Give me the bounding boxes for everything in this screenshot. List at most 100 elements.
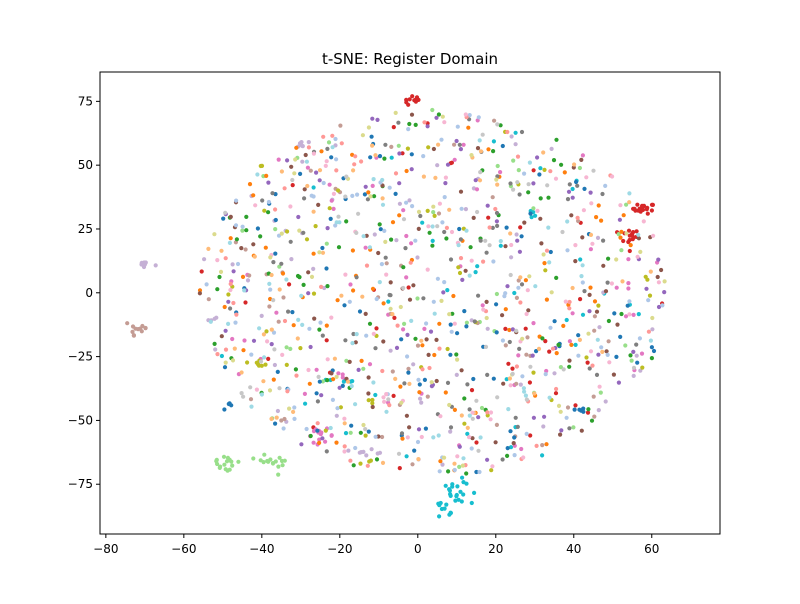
series-group bbox=[214, 107, 634, 477]
data-point bbox=[241, 348, 246, 353]
data-point bbox=[139, 262, 144, 267]
data-point bbox=[364, 333, 369, 338]
data-point bbox=[387, 292, 392, 298]
data-point bbox=[244, 228, 249, 233]
series-group bbox=[212, 110, 667, 468]
data-point bbox=[408, 260, 413, 265]
data-point bbox=[616, 380, 622, 385]
data-point bbox=[542, 261, 547, 266]
data-point bbox=[269, 342, 274, 347]
data-point bbox=[339, 141, 344, 146]
data-point bbox=[387, 185, 392, 190]
data-point bbox=[262, 208, 267, 213]
data-point bbox=[396, 120, 401, 125]
data-point bbox=[656, 304, 662, 310]
data-point bbox=[266, 210, 271, 215]
data-point bbox=[540, 453, 545, 458]
data-point bbox=[638, 249, 643, 254]
data-point bbox=[609, 281, 615, 286]
data-point bbox=[575, 183, 580, 188]
data-point bbox=[465, 425, 470, 430]
data-point bbox=[488, 410, 494, 415]
data-point bbox=[445, 162, 451, 167]
data-point bbox=[565, 405, 571, 410]
data-point bbox=[254, 360, 259, 365]
data-point bbox=[539, 241, 544, 246]
data-point bbox=[503, 326, 508, 331]
data-point bbox=[458, 189, 464, 194]
data-point bbox=[419, 338, 424, 343]
data-point bbox=[284, 362, 289, 367]
data-point bbox=[388, 348, 393, 353]
data-point bbox=[545, 183, 550, 188]
data-point bbox=[334, 220, 339, 225]
data-point bbox=[564, 317, 569, 323]
data-point bbox=[461, 142, 466, 147]
data-point bbox=[565, 219, 570, 224]
data-point bbox=[530, 353, 535, 358]
data-point bbox=[484, 299, 489, 304]
data-point bbox=[406, 285, 411, 290]
data-point bbox=[487, 243, 492, 248]
data-point bbox=[490, 195, 495, 200]
data-point bbox=[586, 331, 591, 336]
data-point bbox=[287, 406, 292, 411]
data-point bbox=[441, 290, 446, 295]
data-point bbox=[266, 356, 271, 361]
data-point bbox=[315, 421, 320, 426]
data-point bbox=[516, 278, 521, 283]
data-point bbox=[410, 462, 415, 467]
data-point bbox=[540, 443, 545, 448]
data-point bbox=[404, 454, 409, 459]
data-point bbox=[358, 430, 363, 435]
data-point bbox=[485, 457, 490, 462]
data-point bbox=[473, 178, 478, 183]
data-point bbox=[214, 315, 219, 320]
data-point bbox=[354, 275, 359, 280]
data-point bbox=[594, 372, 600, 377]
data-point bbox=[606, 256, 611, 261]
data-point bbox=[289, 257, 294, 262]
data-point bbox=[234, 312, 239, 317]
data-point bbox=[617, 217, 623, 222]
data-point bbox=[445, 380, 451, 385]
data-point bbox=[606, 339, 611, 344]
data-point bbox=[636, 312, 641, 317]
data-point bbox=[590, 241, 595, 246]
data-point bbox=[421, 296, 426, 301]
data-point bbox=[434, 337, 439, 342]
data-point bbox=[569, 342, 574, 347]
data-point bbox=[212, 232, 217, 237]
data-point bbox=[318, 320, 323, 325]
data-point bbox=[273, 251, 278, 256]
data-point bbox=[485, 326, 490, 331]
data-point bbox=[358, 461, 363, 466]
data-point bbox=[446, 469, 451, 474]
data-point bbox=[588, 285, 593, 290]
data-point bbox=[503, 244, 508, 249]
data-point bbox=[239, 391, 244, 396]
data-point bbox=[437, 201, 442, 206]
data-point bbox=[214, 457, 219, 462]
data-point bbox=[243, 247, 248, 252]
data-point bbox=[660, 303, 665, 308]
data-point bbox=[225, 468, 230, 473]
data-point bbox=[273, 207, 278, 212]
data-point bbox=[586, 407, 591, 412]
data-point bbox=[448, 492, 453, 497]
data-point bbox=[414, 95, 420, 100]
data-point bbox=[228, 214, 233, 219]
data-point bbox=[407, 97, 412, 102]
data-point bbox=[435, 276, 440, 281]
data-point bbox=[525, 335, 530, 340]
data-point bbox=[649, 356, 655, 361]
data-point bbox=[527, 380, 533, 385]
data-point bbox=[600, 191, 605, 197]
data-point bbox=[514, 364, 520, 369]
x-tick-label: 60 bbox=[644, 542, 659, 556]
data-point bbox=[282, 186, 287, 191]
data-point bbox=[267, 304, 272, 309]
data-point bbox=[567, 299, 572, 305]
data-point bbox=[406, 370, 411, 375]
data-point bbox=[531, 181, 536, 186]
